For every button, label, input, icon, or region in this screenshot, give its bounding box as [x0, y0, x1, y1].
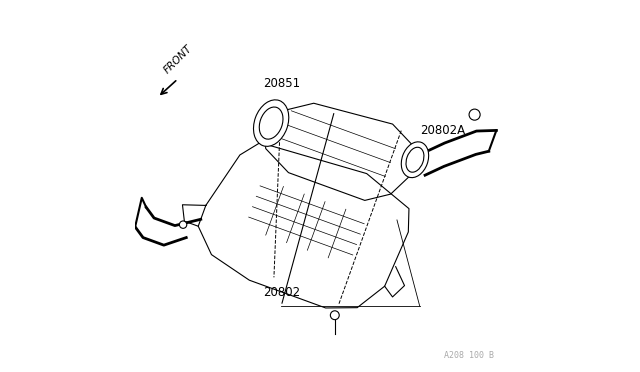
Ellipse shape: [401, 142, 429, 178]
Text: 20802: 20802: [262, 286, 300, 299]
Circle shape: [179, 221, 187, 228]
Polygon shape: [264, 103, 415, 201]
Text: A208 100 B: A208 100 B: [444, 350, 493, 359]
Circle shape: [469, 109, 480, 120]
Text: 20851: 20851: [262, 77, 300, 90]
Text: 20802A: 20802A: [420, 124, 465, 137]
Polygon shape: [198, 142, 409, 308]
Circle shape: [330, 311, 339, 320]
Ellipse shape: [253, 100, 289, 146]
Text: FRONT: FRONT: [162, 43, 194, 75]
